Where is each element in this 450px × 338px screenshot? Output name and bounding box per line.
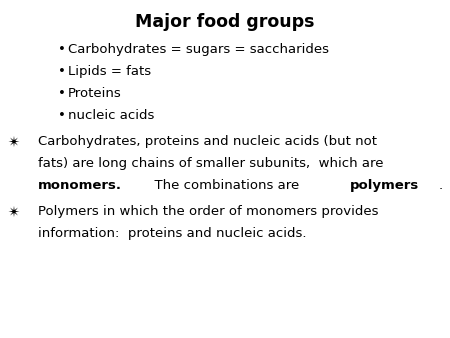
Text: .: . xyxy=(439,179,443,192)
Text: Carbohydrates, proteins and nucleic acids (but not: Carbohydrates, proteins and nucleic acid… xyxy=(38,135,377,148)
Text: The combinations are: The combinations are xyxy=(146,179,304,192)
Text: nucleic acids: nucleic acids xyxy=(68,109,154,122)
Text: Carbohydrates = sugars = saccharides: Carbohydrates = sugars = saccharides xyxy=(68,43,329,56)
Text: information:  proteins and nucleic acids.: information: proteins and nucleic acids. xyxy=(38,227,306,240)
Text: fats) are long chains of smaller subunits,  which are: fats) are long chains of smaller subunit… xyxy=(38,157,383,170)
Text: polymers: polymers xyxy=(350,179,419,192)
Text: ✴: ✴ xyxy=(8,205,20,220)
Text: •: • xyxy=(58,87,66,100)
Text: Polymers in which the order of monomers provides: Polymers in which the order of monomers … xyxy=(38,205,378,218)
Text: •: • xyxy=(58,43,66,56)
Text: •: • xyxy=(58,109,66,122)
Text: •: • xyxy=(58,65,66,78)
Text: ✴: ✴ xyxy=(8,135,20,150)
Text: Proteins: Proteins xyxy=(68,87,122,100)
Text: Major food groups: Major food groups xyxy=(135,13,315,31)
Text: Lipids = fats: Lipids = fats xyxy=(68,65,151,78)
Text: monomers.: monomers. xyxy=(38,179,122,192)
